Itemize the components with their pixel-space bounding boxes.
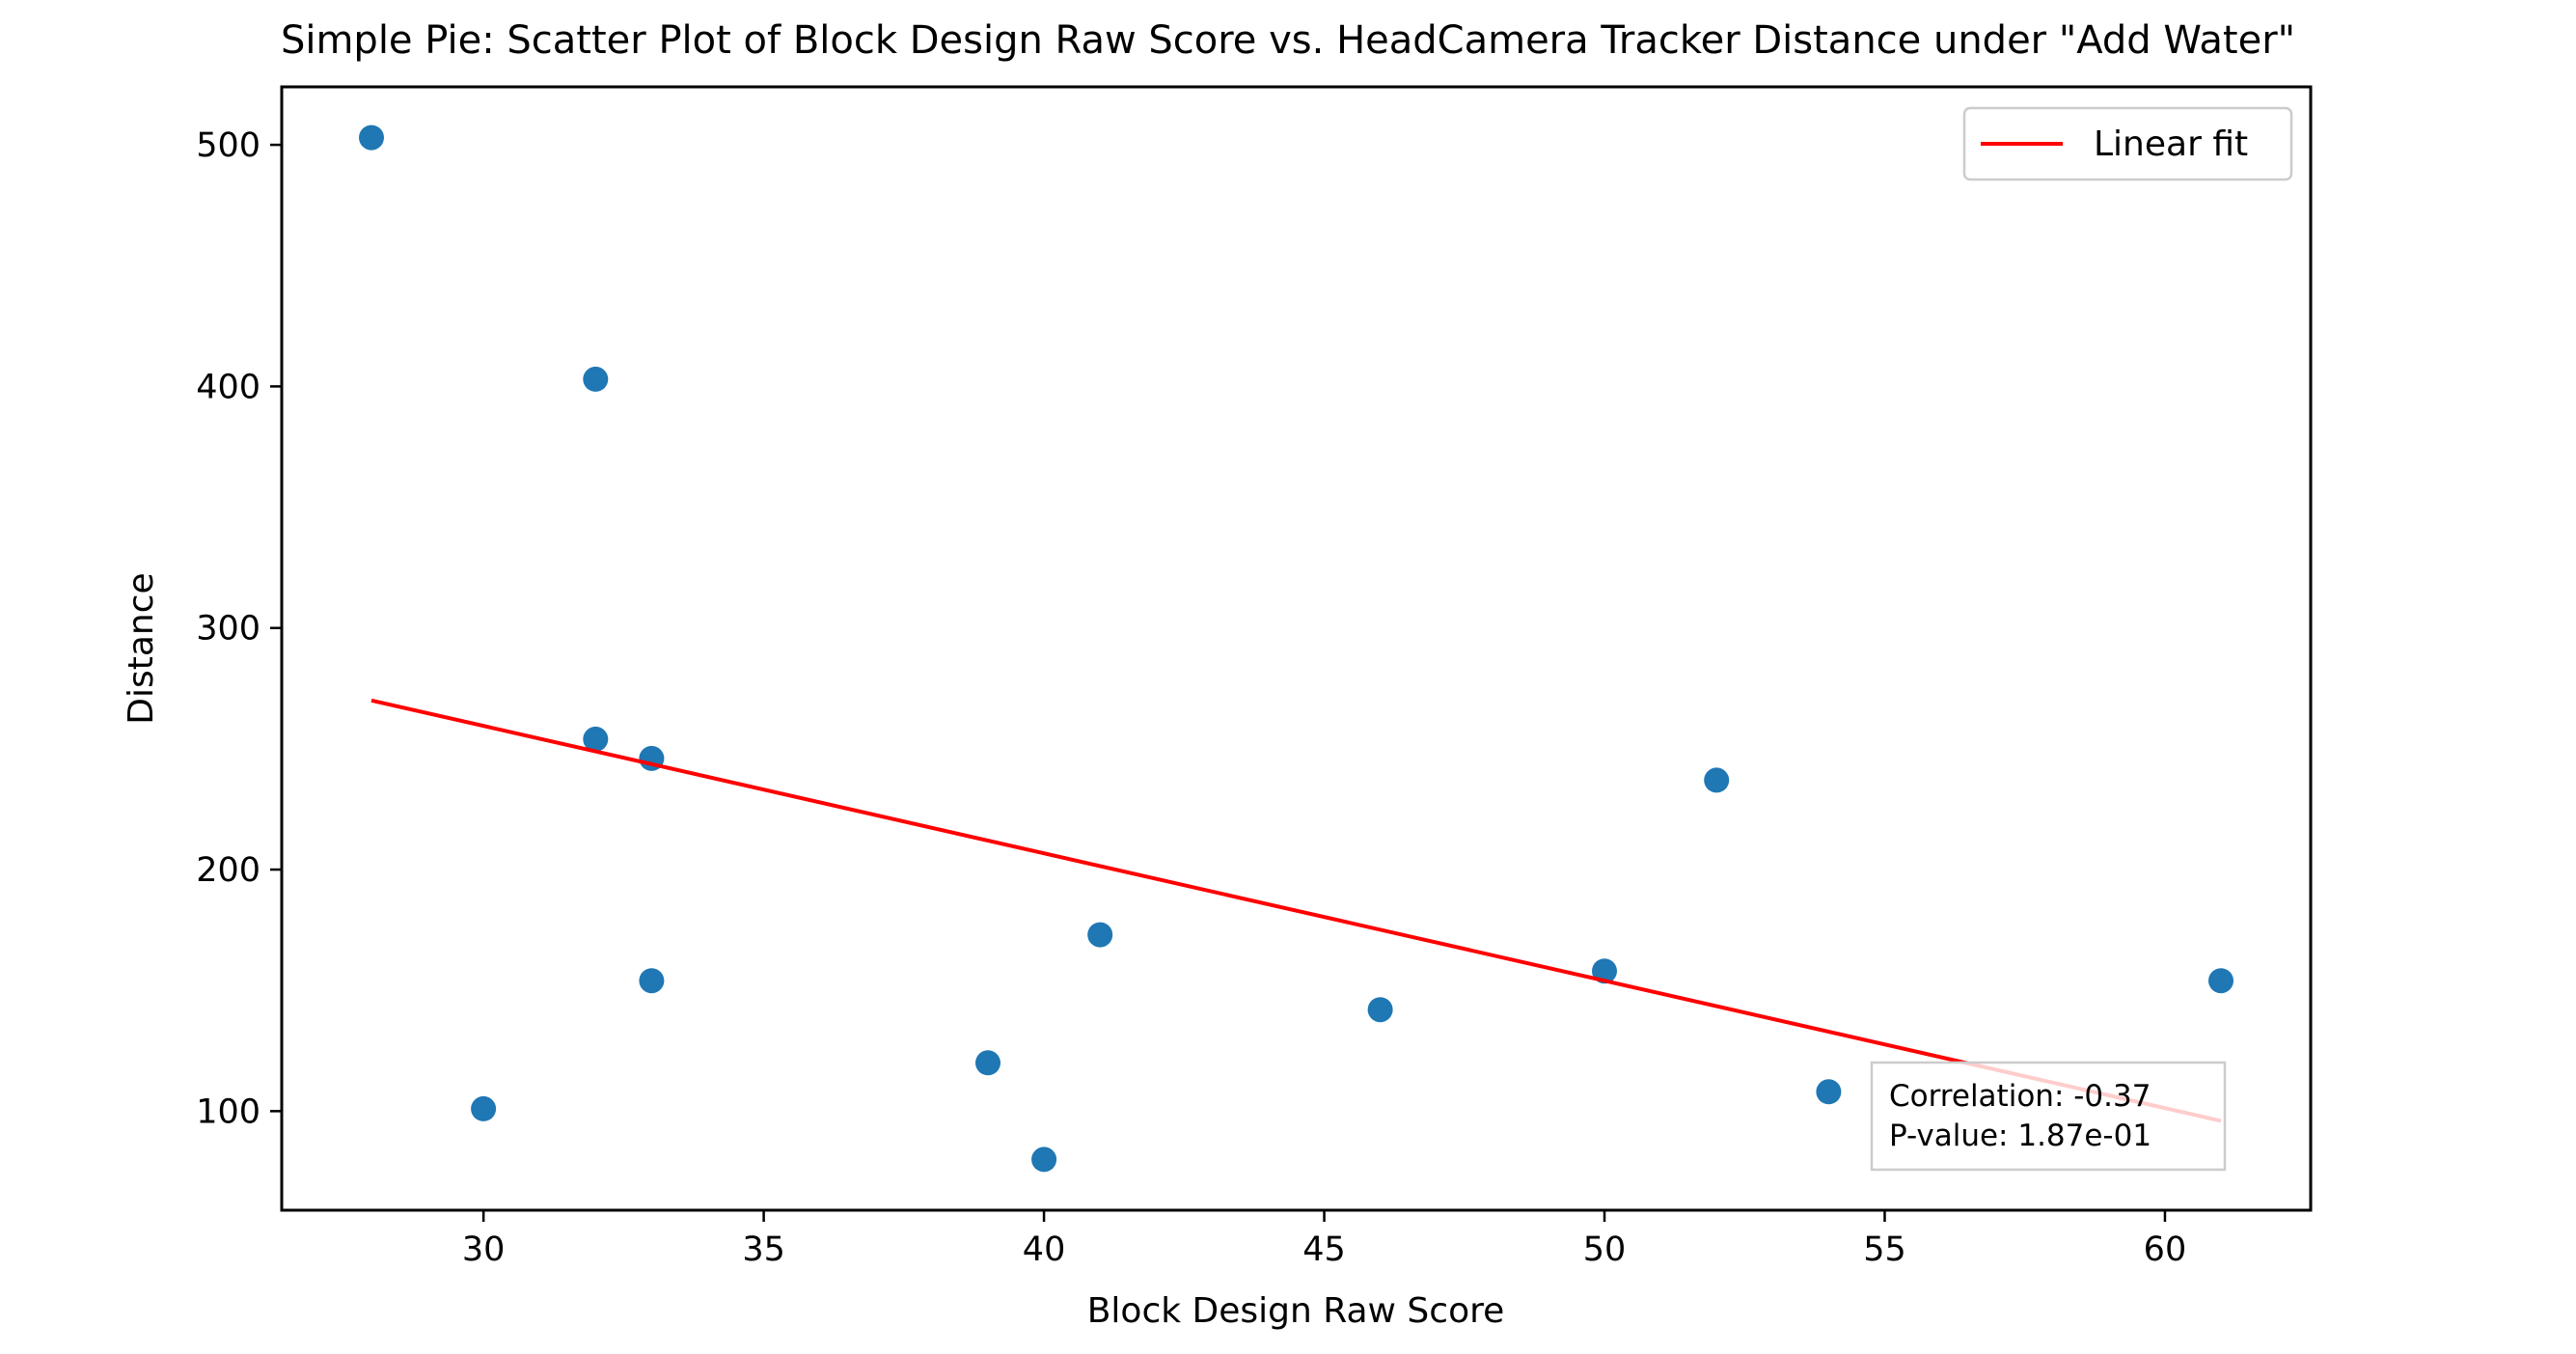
x-tick-label-50: 50 — [1583, 1230, 1627, 1269]
y-tick-label-500: 500 — [196, 126, 260, 165]
y-tick-label-100: 100 — [196, 1092, 260, 1131]
x-axis-label: Block Design Raw Score — [1087, 1291, 1505, 1331]
data-point-14 — [2208, 968, 2233, 994]
p-value-text: P-value: 1.87e-01 — [1889, 1119, 2151, 1153]
data-point-10 — [1367, 997, 1393, 1023]
correlation-text: Correlation: -0.37 — [1889, 1079, 2151, 1114]
y-axis-label: Distance — [122, 572, 161, 724]
data-point-13 — [1816, 1079, 1842, 1105]
points-layer — [359, 124, 2233, 1173]
x-tick-label-60: 60 — [2144, 1230, 2187, 1269]
x-tick-label-30: 30 — [462, 1230, 506, 1269]
data-point-9 — [1087, 922, 1113, 948]
y-tick-label-400: 400 — [196, 368, 260, 406]
legend-fit-line-label: Linear fit — [2094, 124, 2248, 164]
data-point-12 — [1704, 767, 1730, 793]
x-tick-label-35: 35 — [742, 1230, 785, 1269]
y-tick-label-300: 300 — [196, 610, 260, 649]
data-point-4 — [583, 726, 609, 752]
data-point-6 — [639, 968, 665, 994]
x-tick-label-55: 55 — [1863, 1230, 1906, 1269]
stats-annotation: Correlation: -0.37 P-value: 1.87e-01 — [1870, 1061, 2227, 1172]
chart-title: Simple Pie: Scatter Plot of Block Design… — [281, 18, 2295, 63]
data-point-7 — [975, 1050, 1000, 1076]
data-point-8 — [1031, 1147, 1057, 1173]
data-point-1 — [359, 124, 384, 151]
y-tick-label-200: 200 — [196, 851, 260, 890]
data-point-3 — [583, 366, 609, 392]
legend: Linear fit — [1962, 106, 2293, 181]
linear-fit-line — [370, 698, 2222, 1123]
data-point-2 — [471, 1095, 497, 1121]
legend-box — [1962, 106, 2293, 181]
x-tick-label-40: 40 — [1023, 1230, 1066, 1269]
stats-box — [1870, 1061, 2227, 1172]
y-axis-ticks: 100 200 300 400 500 — [196, 126, 282, 1131]
plot-frame — [280, 85, 2313, 1212]
fit-layer — [370, 698, 2222, 1123]
x-axis-ticks: 30 35 40 45 50 55 60 — [462, 1210, 2186, 1269]
x-tick-label-45: 45 — [1302, 1230, 1346, 1269]
